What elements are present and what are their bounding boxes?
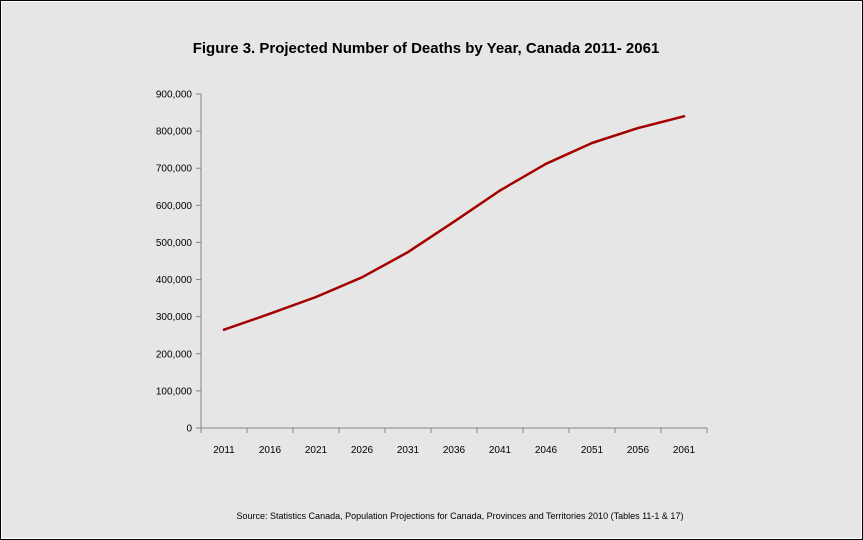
y-tick-label: 700,000 — [156, 164, 193, 175]
data-point — [637, 127, 639, 129]
data-point — [683, 115, 685, 117]
x-tick-label: 2026 — [351, 445, 374, 456]
chart-title: Figure 3. Projected Number of Deaths by … — [193, 40, 660, 57]
y-tick-label: 600,000 — [156, 201, 193, 212]
data-point — [361, 276, 363, 278]
x-tick-label: 2036 — [443, 445, 466, 456]
data-point — [223, 328, 225, 330]
data-point — [315, 296, 317, 298]
source-note: Source: Statistics Canada, Population Pr… — [237, 511, 684, 521]
y-tick-label: 900,000 — [156, 90, 193, 101]
data-point — [269, 312, 271, 314]
data-point — [545, 163, 547, 165]
data-point — [407, 251, 409, 253]
y-tick-label: 800,000 — [156, 127, 193, 138]
x-tick-label: 2021 — [305, 445, 328, 456]
x-tick-label: 2016 — [259, 445, 282, 456]
x-tick-label: 2046 — [535, 445, 558, 456]
y-tick-label: 500,000 — [156, 238, 193, 249]
y-tick-label: 0 — [186, 424, 192, 435]
x-tick-label: 2031 — [397, 445, 420, 456]
x-tick-label: 2011 — [213, 445, 235, 456]
x-tick-label: 2056 — [627, 445, 650, 456]
x-tick-label: 2041 — [489, 445, 512, 456]
x-tick-label: 2061 — [673, 445, 696, 456]
data-point — [499, 189, 501, 191]
data-point — [453, 220, 455, 222]
y-tick-label: 300,000 — [156, 312, 193, 323]
y-tick-label: 200,000 — [156, 349, 193, 360]
x-tick-label: 2051 — [581, 445, 604, 456]
y-tick-label: 400,000 — [156, 275, 193, 286]
y-tick-label: 100,000 — [156, 386, 193, 397]
data-point — [591, 142, 593, 144]
